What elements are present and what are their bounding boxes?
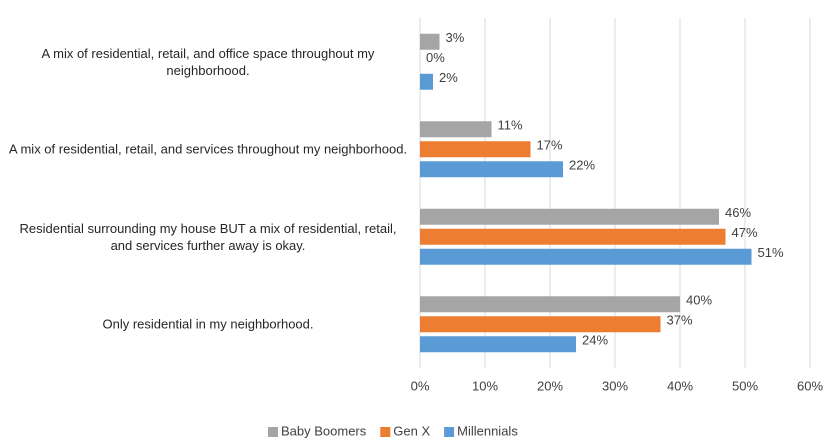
data-label: 17% bbox=[537, 138, 563, 153]
category-label: Residential surrounding my house BUT a m… bbox=[19, 220, 397, 253]
data-label: 11% bbox=[498, 118, 523, 133]
x-tick-label: 30% bbox=[602, 378, 628, 393]
data-label: 24% bbox=[582, 333, 608, 348]
legend-swatch bbox=[380, 427, 391, 437]
x-tick-label: 40% bbox=[667, 378, 693, 393]
legend-label: Millennials bbox=[457, 423, 518, 438]
bar bbox=[420, 73, 433, 90]
data-label: 51% bbox=[758, 245, 784, 260]
data-label: 3% bbox=[446, 30, 465, 45]
data-label: 2% bbox=[439, 70, 458, 85]
category-label: A mix of residential, retail, and office… bbox=[41, 45, 375, 78]
bar bbox=[420, 121, 492, 138]
data-label: 46% bbox=[725, 205, 751, 220]
data-label: 37% bbox=[667, 313, 693, 328]
x-tick-label: 60% bbox=[797, 378, 823, 393]
category-label: A mix of residential, retail, and servic… bbox=[8, 141, 408, 157]
bar bbox=[420, 316, 661, 333]
data-label: 47% bbox=[732, 225, 758, 240]
legend-label: Gen X bbox=[393, 423, 430, 438]
x-tick-label: 0% bbox=[411, 378, 430, 393]
bar bbox=[420, 208, 719, 225]
x-tick-label: 10% bbox=[472, 378, 498, 393]
bar bbox=[420, 336, 576, 353]
x-tick-label: 20% bbox=[537, 378, 563, 393]
x-tick-label: 50% bbox=[732, 378, 758, 393]
category-label: Only residential in my neighborhood. bbox=[102, 316, 314, 332]
bar bbox=[420, 161, 563, 178]
legend-swatch bbox=[444, 427, 455, 437]
bar bbox=[420, 141, 531, 158]
data-label: 40% bbox=[686, 293, 712, 308]
bar bbox=[420, 228, 726, 245]
bar bbox=[420, 296, 680, 313]
data-label: 22% bbox=[569, 158, 595, 173]
bar bbox=[420, 248, 752, 265]
legend-swatch bbox=[268, 427, 278, 437]
legend-label: Baby Boomers bbox=[281, 423, 367, 438]
data-label: 0% bbox=[426, 50, 445, 65]
bar bbox=[420, 33, 440, 50]
